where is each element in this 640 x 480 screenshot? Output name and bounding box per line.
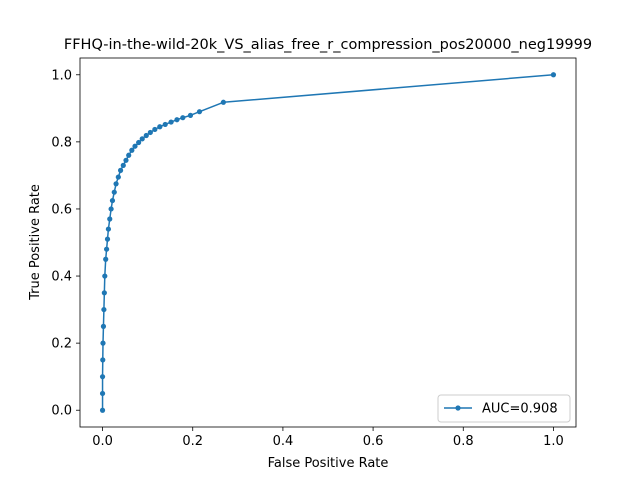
roc-curve-point — [102, 273, 108, 279]
roc-curve-point — [129, 147, 135, 153]
roc-curve-point — [123, 157, 129, 163]
y-tick-label: 1.0 — [51, 68, 72, 83]
legend-marker — [455, 405, 461, 411]
axes-frame — [79, 57, 577, 428]
chart-title: FFHQ-in-the-wild-20k_VS_alias_free_r_com… — [64, 37, 592, 53]
roc-curve-point — [132, 143, 138, 149]
x-tick-label: 0.6 — [363, 434, 384, 449]
y-axis-label: True Positive Rate — [28, 184, 43, 301]
roc-curve-point — [99, 390, 106, 397]
roc-curve-point — [139, 136, 145, 142]
y-tick-label: 0.6 — [51, 202, 72, 217]
roc-curve-point — [113, 181, 119, 187]
roc-curve-point — [196, 109, 203, 115]
plot-area — [79, 57, 577, 428]
roc-curve-point — [550, 72, 557, 78]
roc-curve-point — [147, 129, 153, 136]
roc-curve-point — [100, 340, 106, 346]
roc-curve-point — [162, 121, 168, 128]
roc-curve-point — [103, 256, 109, 262]
roc-curve-point — [152, 126, 158, 133]
roc-curve-point — [101, 290, 107, 296]
roc-curve-point — [104, 236, 111, 242]
x-tick-label: 0.2 — [182, 434, 203, 449]
roc-curve-point — [100, 357, 106, 363]
x-tick-label: 0.4 — [273, 434, 294, 449]
roc-curve-point — [100, 323, 107, 329]
roc-curve-point — [174, 117, 180, 123]
roc-curve-point — [104, 246, 110, 252]
legend: AUC=0.908 — [437, 394, 571, 423]
roc-curve-point — [180, 115, 186, 121]
legend-series-name: AUC=0.908 — [482, 402, 558, 417]
roc-curve-point — [109, 197, 116, 204]
x-axis-label: False Positive Rate — [268, 456, 389, 471]
roc-curve-point — [168, 119, 174, 125]
roc-curve-point — [105, 226, 112, 232]
y-tick-label: 0.2 — [51, 337, 72, 352]
y-tick-label: 0.8 — [51, 135, 72, 150]
y-tick-label: 0.4 — [51, 270, 72, 285]
x-tick-label: 0.0 — [92, 434, 113, 449]
x-tick-label: 1.0 — [543, 434, 564, 449]
roc-curve-point — [107, 216, 113, 222]
x-tick-label: 0.8 — [453, 434, 474, 449]
x-axis: 0.0 0.2 0.4 0.6 0.8 1.0 — [92, 427, 564, 449]
roc-curve-point — [187, 112, 194, 118]
roc-curve-point — [108, 206, 114, 212]
roc-curve-point — [157, 124, 163, 130]
roc-curve-point — [126, 152, 132, 158]
roc-curve-point — [111, 189, 117, 195]
y-tick-label: 0.0 — [51, 404, 72, 419]
roc-curve-point — [101, 306, 107, 313]
roc-curve-point — [99, 407, 106, 413]
roc-curve-point — [99, 374, 106, 380]
y-axis: 0.0 0.2 0.4 0.6 0.8 1.0 — [51, 68, 80, 419]
roc-curve-point — [220, 99, 226, 105]
roc-curve-point — [115, 174, 121, 180]
roc-curve-point — [143, 132, 149, 139]
roc-curve-point — [120, 162, 126, 168]
roc-curve-point — [136, 139, 142, 146]
legend-box — [437, 394, 571, 423]
roc-curve-point — [117, 167, 124, 173]
